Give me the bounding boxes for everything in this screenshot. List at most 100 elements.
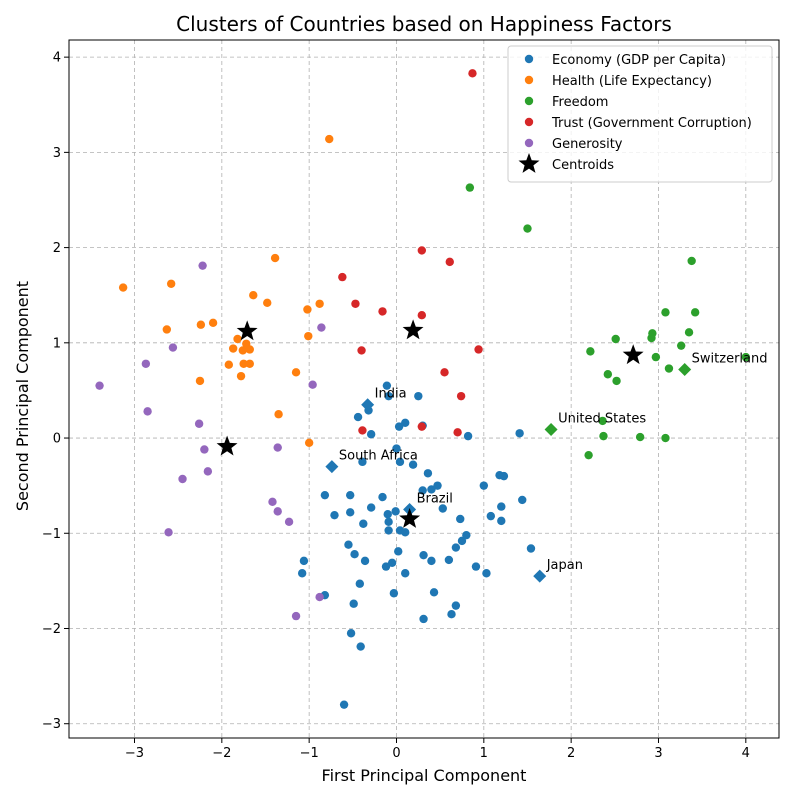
point-series-1 xyxy=(384,526,393,535)
point-series-1 xyxy=(350,550,359,559)
legend-marker xyxy=(524,96,534,106)
point-series-1 xyxy=(330,510,339,520)
centroid-star xyxy=(402,319,424,340)
point-series-3 xyxy=(661,433,670,443)
legend-label: Centroids xyxy=(552,158,614,173)
point-series-1 xyxy=(515,429,524,438)
point-series-5 xyxy=(315,592,324,602)
legend-marker xyxy=(524,117,534,127)
point-series-4 xyxy=(378,307,387,316)
point-series-1 xyxy=(401,569,410,578)
annotation-marker xyxy=(544,422,558,436)
point-series-4 xyxy=(358,426,367,435)
point-series-1 xyxy=(366,430,376,439)
point-series-1 xyxy=(360,556,370,566)
point-series-2 xyxy=(166,279,176,288)
point-series-1 xyxy=(444,555,454,565)
annotation-marker xyxy=(678,362,692,376)
point-series-1 xyxy=(389,589,399,598)
point-series-1 xyxy=(346,629,356,638)
legend-frame xyxy=(507,45,773,183)
point-series-1 xyxy=(349,599,358,608)
plot-frame xyxy=(68,39,780,739)
point-series-1 xyxy=(384,517,393,527)
point-series-2 xyxy=(118,283,128,292)
point-series-1 xyxy=(320,490,330,500)
point-series-1 xyxy=(451,543,461,552)
point-series-1 xyxy=(482,569,491,578)
point-series-4 xyxy=(440,368,449,377)
point-series-1 xyxy=(401,418,410,428)
point-series-1 xyxy=(497,502,506,511)
point-series-1 xyxy=(471,562,481,571)
point-series-5 xyxy=(200,445,209,454)
point-series-1 xyxy=(358,457,367,467)
point-series-5 xyxy=(178,474,187,484)
point-series-3 xyxy=(465,183,475,192)
x-tick-label: 4 xyxy=(742,746,750,761)
point-series-4 xyxy=(468,69,477,78)
legend-label: Economy (GDP per Capita) xyxy=(552,53,726,68)
y-tick-label: 1 xyxy=(53,336,61,351)
point-series-3 xyxy=(603,370,613,379)
point-series-2 xyxy=(162,325,172,334)
y-tick-label: 2 xyxy=(53,241,61,256)
point-series-2 xyxy=(274,410,283,419)
point-series-3 xyxy=(599,431,608,441)
point-series-1 xyxy=(339,700,349,709)
point-series-1 xyxy=(433,481,442,490)
point-series-1 xyxy=(418,486,427,495)
x-tick-label: −2 xyxy=(212,746,231,761)
annotation-marker xyxy=(325,460,339,474)
point-series-1 xyxy=(457,536,467,546)
point-series-1 xyxy=(353,412,363,422)
point-series-1 xyxy=(499,471,509,481)
x-axis-label: First Principal Component xyxy=(322,766,527,785)
point-series-1 xyxy=(451,601,461,610)
point-series-4 xyxy=(417,246,427,255)
annotation-label: India xyxy=(375,387,407,402)
point-series-3 xyxy=(635,432,645,442)
y-tick-label: −3 xyxy=(42,717,61,732)
point-series-4 xyxy=(357,346,366,355)
point-series-1 xyxy=(394,547,403,556)
legend-label: Freedom xyxy=(552,95,608,110)
point-series-3 xyxy=(647,333,656,343)
point-series-3 xyxy=(661,308,670,317)
point-series-5 xyxy=(198,261,207,270)
point-series-5 xyxy=(203,467,213,476)
point-series-1 xyxy=(456,514,465,524)
x-tick-label: 0 xyxy=(392,746,400,761)
annotation-label: Switzerland xyxy=(692,351,768,366)
point-series-1 xyxy=(359,519,368,528)
legend-marker-star xyxy=(518,153,540,173)
point-series-1 xyxy=(297,569,307,578)
point-series-1 xyxy=(366,503,376,512)
point-series-3 xyxy=(664,364,674,373)
point-series-2 xyxy=(236,371,246,381)
point-series-2 xyxy=(195,376,205,386)
point-series-1 xyxy=(378,492,387,502)
point-series-1 xyxy=(355,579,365,588)
annotation-marker xyxy=(533,569,547,583)
annotation-marker xyxy=(361,398,375,412)
point-series-2 xyxy=(228,344,238,353)
point-series-1 xyxy=(381,562,391,571)
legend-marker xyxy=(524,54,534,64)
annotation-label: Japan xyxy=(546,558,583,573)
point-series-1 xyxy=(408,460,418,469)
point-series-2 xyxy=(263,298,272,308)
point-series-2 xyxy=(224,360,234,369)
point-series-5 xyxy=(143,407,152,416)
point-series-1 xyxy=(346,508,355,517)
point-series-3 xyxy=(523,224,532,233)
point-series-4 xyxy=(417,422,427,431)
y-tick-label: −2 xyxy=(42,622,61,637)
centroid-star xyxy=(216,435,238,456)
point-series-2 xyxy=(303,305,312,314)
point-series-5 xyxy=(317,323,326,332)
point-series-3 xyxy=(676,341,686,350)
point-series-3 xyxy=(611,334,620,344)
point-series-1 xyxy=(419,614,428,624)
point-series-5 xyxy=(268,497,277,507)
